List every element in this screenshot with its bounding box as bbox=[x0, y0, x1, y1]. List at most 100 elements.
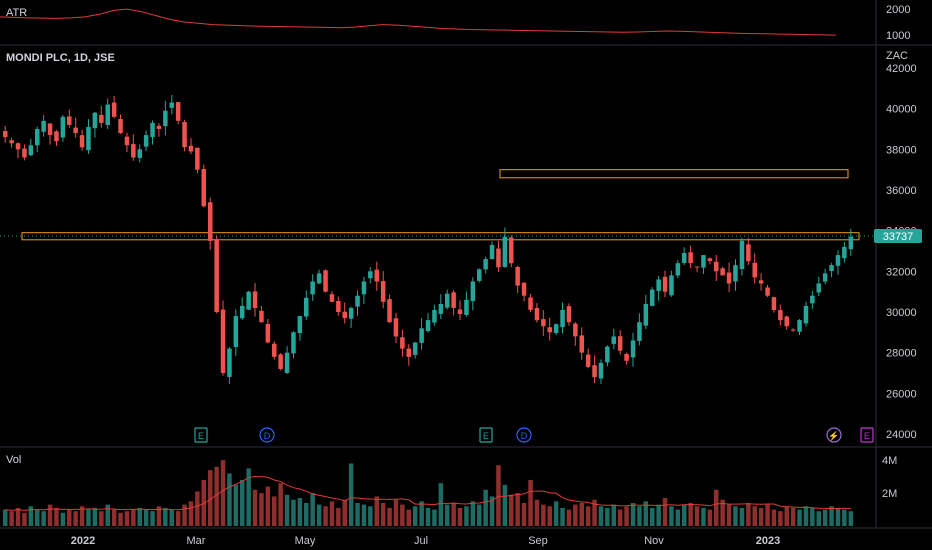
volume-bar[interactable] bbox=[598, 506, 604, 526]
candle[interactable] bbox=[515, 265, 520, 293]
candle[interactable] bbox=[835, 250, 841, 275]
volume-bar[interactable] bbox=[182, 504, 187, 526]
candle[interactable] bbox=[265, 319, 271, 344]
candle[interactable] bbox=[733, 259, 738, 291]
candle[interactable] bbox=[496, 240, 501, 272]
volume-bar[interactable] bbox=[291, 499, 296, 526]
candle[interactable] bbox=[284, 346, 290, 374]
volume-bar[interactable] bbox=[541, 504, 546, 526]
candle[interactable] bbox=[842, 241, 847, 263]
candle[interactable] bbox=[368, 267, 373, 284]
candle[interactable] bbox=[432, 304, 437, 326]
volume-bar[interactable] bbox=[797, 509, 802, 526]
event-marker-icon[interactable]: E bbox=[194, 427, 208, 443]
volume-bar[interactable] bbox=[502, 484, 508, 526]
volume-bar[interactable] bbox=[835, 507, 841, 526]
volume-bar[interactable] bbox=[9, 511, 14, 526]
volume-bar[interactable] bbox=[278, 483, 283, 526]
volume-bar[interactable] bbox=[86, 509, 91, 526]
volume-bar[interactable] bbox=[227, 473, 232, 526]
candle[interactable] bbox=[541, 310, 546, 336]
candle[interactable] bbox=[457, 300, 463, 321]
volume-bar[interactable] bbox=[28, 506, 34, 526]
event-marker-icon[interactable]: E bbox=[860, 427, 874, 443]
candle[interactable] bbox=[131, 134, 136, 161]
event-marker-icon[interactable]: ⚡ bbox=[826, 427, 842, 443]
volume-bar[interactable] bbox=[342, 499, 348, 526]
volume-bar[interactable] bbox=[143, 509, 149, 526]
volume-bar[interactable] bbox=[624, 506, 629, 526]
volume-bar[interactable] bbox=[784, 506, 790, 526]
volume-bar[interactable] bbox=[515, 493, 520, 526]
candle[interactable] bbox=[348, 306, 354, 328]
volume-bar[interactable] bbox=[54, 507, 59, 526]
volume-bar[interactable] bbox=[118, 512, 123, 526]
candle[interactable] bbox=[797, 319, 802, 335]
candle[interactable] bbox=[355, 290, 360, 316]
candle[interactable] bbox=[175, 101, 181, 125]
candle[interactable] bbox=[502, 227, 508, 268]
candle[interactable] bbox=[553, 323, 559, 336]
volume-bar[interactable] bbox=[778, 511, 783, 526]
candle[interactable] bbox=[336, 296, 341, 316]
volume-bar[interactable] bbox=[259, 493, 264, 526]
volume-bar[interactable] bbox=[656, 504, 661, 526]
volume-bar[interactable] bbox=[124, 511, 130, 526]
volume-bar[interactable] bbox=[630, 503, 636, 526]
volume-bar[interactable] bbox=[451, 503, 456, 526]
volume-bar[interactable] bbox=[470, 501, 476, 526]
candle[interactable] bbox=[387, 294, 392, 323]
volume-bar[interactable] bbox=[445, 504, 450, 526]
candle[interactable] bbox=[816, 276, 822, 297]
volume-bar[interactable] bbox=[534, 499, 540, 526]
volume-bar[interactable] bbox=[188, 501, 194, 526]
volume-bar[interactable] bbox=[374, 496, 380, 526]
volume-bar[interactable] bbox=[560, 507, 565, 526]
volume-bar[interactable] bbox=[694, 506, 700, 526]
volume-bar[interactable] bbox=[297, 498, 303, 526]
volume-bar[interactable] bbox=[175, 511, 181, 526]
volume-bar[interactable] bbox=[662, 498, 668, 526]
volume-bar[interactable] bbox=[400, 504, 405, 526]
candle[interactable] bbox=[54, 130, 59, 146]
candle[interactable] bbox=[374, 261, 380, 291]
candle[interactable] bbox=[701, 255, 706, 274]
volume-bar[interactable] bbox=[816, 511, 822, 526]
volume-bar[interactable] bbox=[246, 468, 251, 526]
candle[interactable] bbox=[790, 328, 796, 332]
volume-bar[interactable] bbox=[720, 499, 725, 526]
candle[interactable] bbox=[124, 132, 130, 153]
candle[interactable] bbox=[746, 238, 751, 265]
candle[interactable] bbox=[310, 274, 315, 301]
volume-bar[interactable] bbox=[92, 507, 98, 526]
candle[interactable] bbox=[246, 290, 251, 310]
volume-bar[interactable] bbox=[714, 489, 719, 526]
volume-bar[interactable] bbox=[496, 465, 501, 526]
candle[interactable] bbox=[707, 257, 713, 265]
volume-bar[interactable] bbox=[137, 507, 143, 526]
volume-bar[interactable] bbox=[265, 486, 271, 527]
candle[interactable] bbox=[316, 269, 322, 285]
candle[interactable] bbox=[752, 253, 758, 284]
candle[interactable] bbox=[694, 266, 700, 273]
candle[interactable] bbox=[188, 138, 194, 155]
candle[interactable] bbox=[278, 353, 283, 371]
volume-bar[interactable] bbox=[553, 501, 559, 526]
candle[interactable] bbox=[182, 119, 187, 152]
candle[interactable] bbox=[682, 247, 687, 266]
volume-bar[interactable] bbox=[477, 504, 482, 526]
volume-bar[interactable] bbox=[752, 506, 758, 526]
candle[interactable] bbox=[592, 355, 597, 384]
candle[interactable] bbox=[656, 275, 661, 301]
candle[interactable] bbox=[380, 271, 386, 309]
event-marker-icon[interactable]: D bbox=[516, 427, 532, 443]
candle[interactable] bbox=[822, 268, 828, 285]
candle[interactable] bbox=[598, 359, 604, 385]
volume-bar[interactable] bbox=[22, 512, 27, 526]
candle[interactable] bbox=[272, 341, 277, 360]
candle[interactable] bbox=[208, 197, 213, 250]
candle[interactable] bbox=[669, 270, 674, 297]
candle[interactable] bbox=[259, 305, 264, 323]
candle[interactable] bbox=[143, 130, 149, 152]
volume-bar[interactable] bbox=[547, 506, 553, 526]
